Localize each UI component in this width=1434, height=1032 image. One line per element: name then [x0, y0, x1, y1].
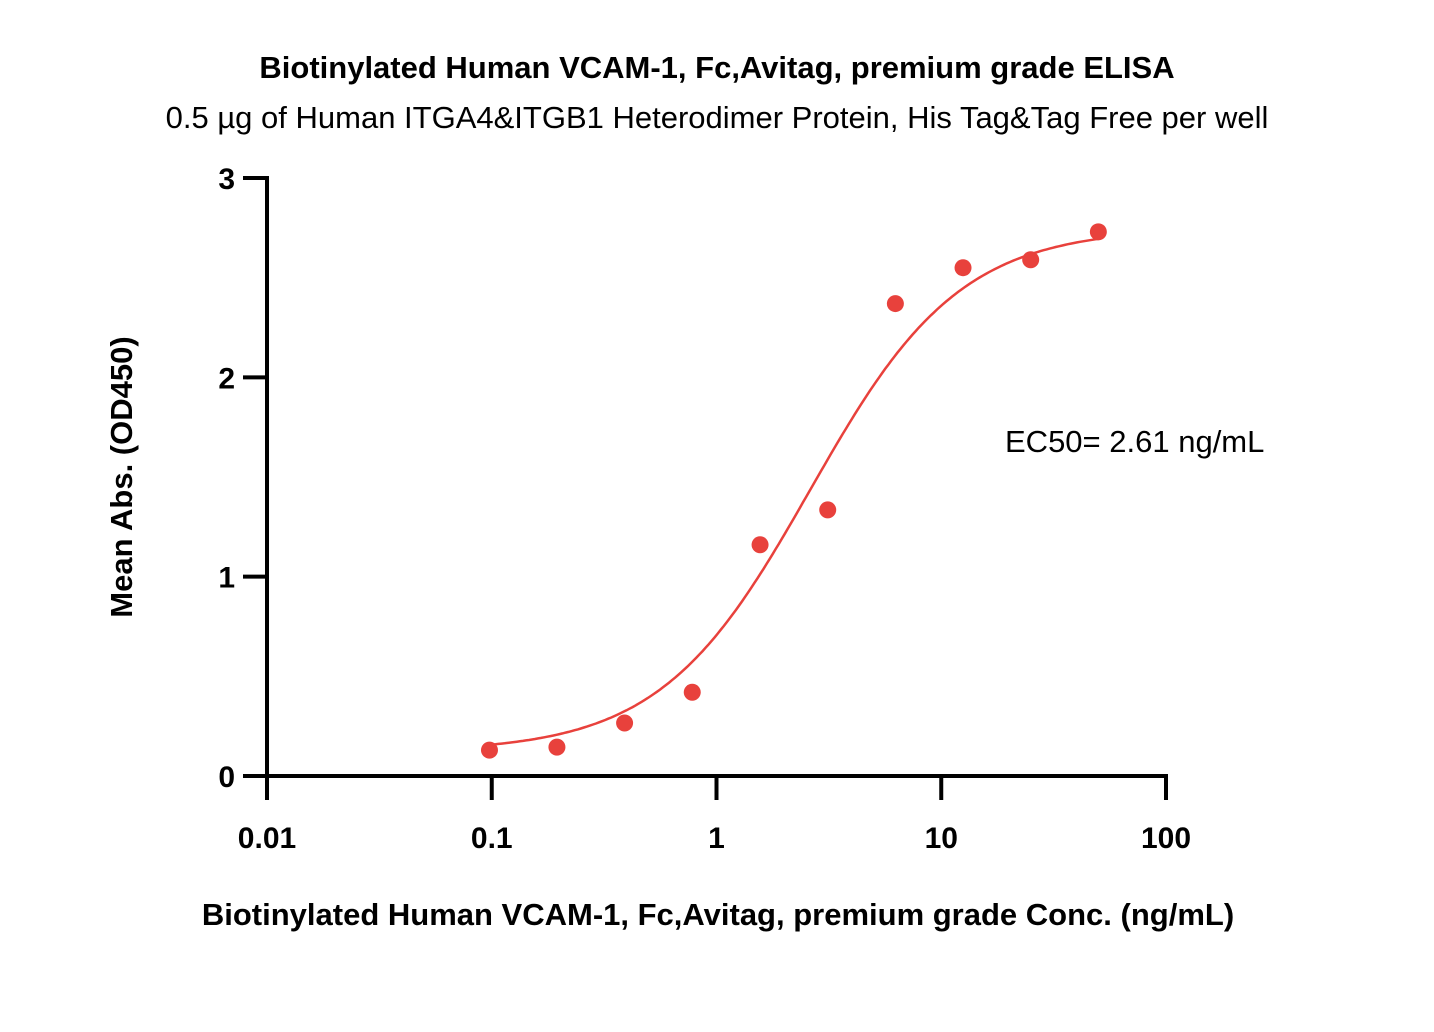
x-tick-label: 0.01 — [238, 822, 296, 855]
chart-title: Biotinylated Human VCAM-1, Fc,Avitag, pr… — [259, 50, 1175, 85]
chart-subtitle: 0.5 µg of Human ITGA4&ITGB1 Heterodimer … — [165, 100, 1269, 135]
y-axis-label: Mean Abs. (OD450) — [104, 336, 139, 617]
x-tick-label: 0.1 — [471, 822, 513, 855]
data-point — [616, 714, 634, 732]
fit-curve — [489, 237, 1099, 747]
y-tick-label: 1 — [218, 562, 235, 595]
data-point — [1022, 251, 1040, 269]
data-point — [819, 501, 837, 519]
data-point — [480, 741, 498, 759]
x-axis-label: Biotinylated Human VCAM-1, Fc,Avitag, pr… — [202, 897, 1234, 932]
data-point — [683, 683, 701, 701]
y-tick-label: 3 — [218, 163, 235, 196]
y-tick-label: 0 — [218, 761, 235, 794]
data-point — [954, 259, 972, 277]
data-point — [1089, 223, 1107, 241]
data-point — [548, 738, 566, 756]
data-point — [886, 295, 904, 313]
x-tick-label: 1 — [708, 822, 725, 855]
ec50-annotation: EC50= 2.61 ng/mL — [1005, 424, 1264, 459]
data-point — [751, 536, 769, 554]
y-tick-label: 2 — [218, 362, 235, 395]
x-tick-label: 100 — [1141, 822, 1191, 855]
x-tick-label: 10 — [925, 822, 958, 855]
